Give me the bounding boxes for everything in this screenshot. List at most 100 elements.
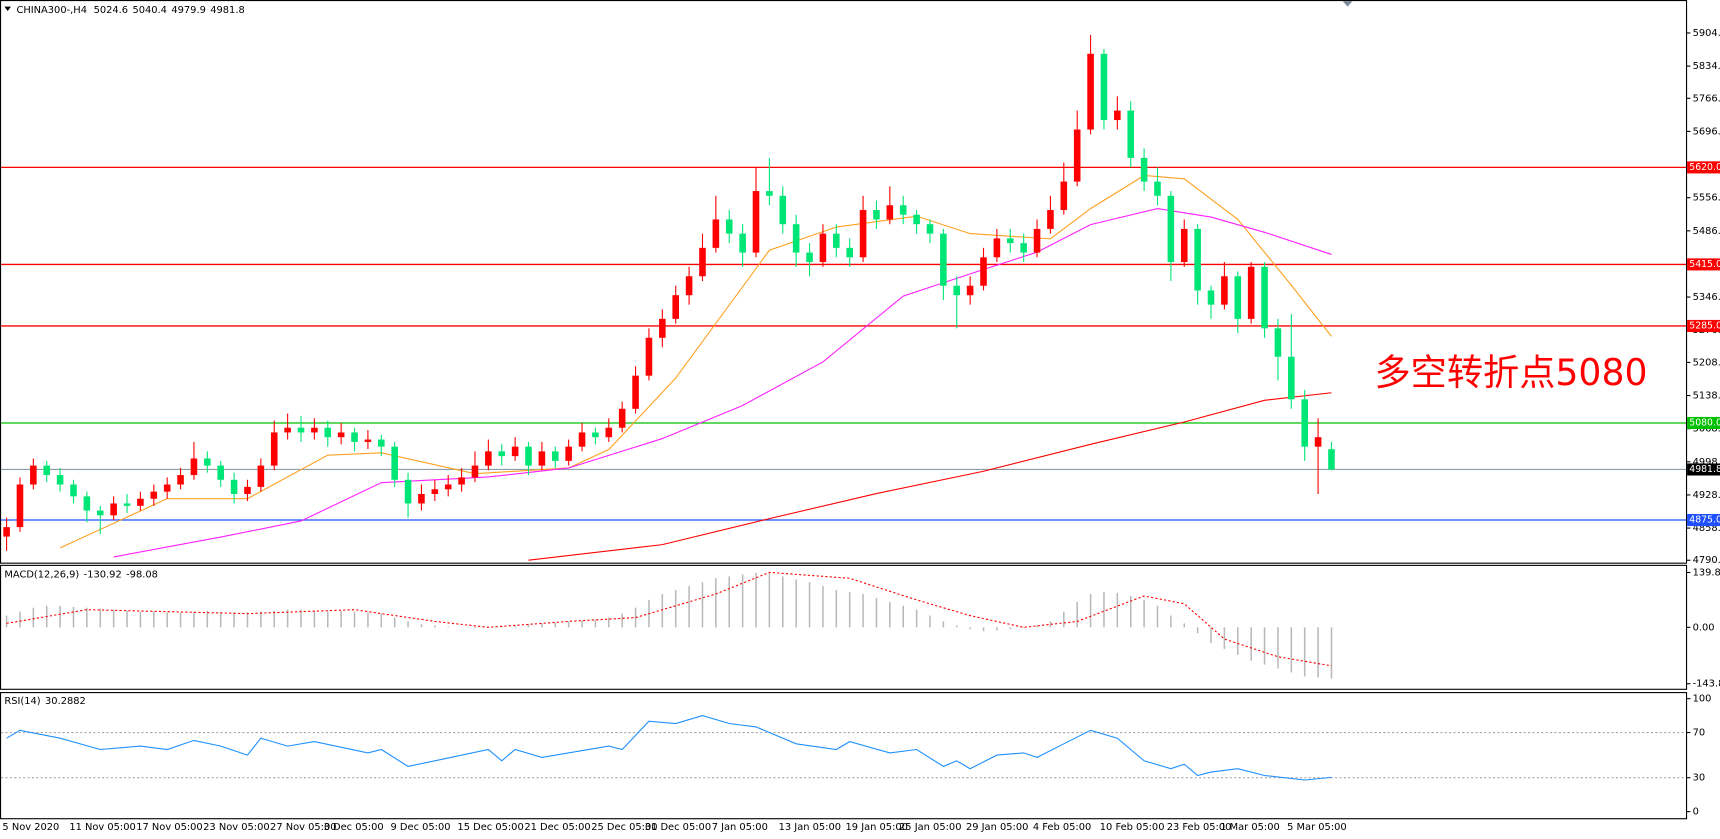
candle-body xyxy=(1314,437,1322,447)
y-tick-label: 0 xyxy=(1693,807,1699,818)
candle-body xyxy=(538,451,546,466)
y-tick-label: 5556.0 xyxy=(1693,193,1720,204)
x-tick-label: 1 Mar 05:00 xyxy=(1220,822,1280,833)
candle-body xyxy=(83,496,91,511)
candle-body xyxy=(471,465,479,478)
y-tick-label: 5904.0 xyxy=(1693,28,1720,39)
candle-body xyxy=(337,432,345,438)
shift-marker xyxy=(1342,1,1353,7)
x-tick-label: 31 Dec 05:00 xyxy=(645,822,711,833)
macd-header: MACD(12,26,9) -130.92 -98.08 xyxy=(4,570,158,581)
y-tick-label: 0.00 xyxy=(1693,622,1715,633)
candle-body xyxy=(1047,209,1054,229)
candle-body xyxy=(1328,449,1335,470)
candle-body xyxy=(1247,266,1255,319)
x-tick-label: 7 Jan 05:00 xyxy=(712,822,768,833)
level-label-box xyxy=(1687,416,1720,430)
y-tick-label: 5346.0 xyxy=(1693,292,1720,303)
candle-body xyxy=(966,285,974,296)
y-tick-label: 4790.0 xyxy=(1693,555,1720,566)
candle-body xyxy=(485,451,492,466)
candle-body xyxy=(364,439,372,442)
x-tick-label: 11 Nov 05:00 xyxy=(69,822,135,833)
candle-body xyxy=(404,479,412,504)
candle-body xyxy=(739,233,746,253)
level-label-box xyxy=(1687,513,1720,527)
candle-body xyxy=(1167,195,1175,263)
candle-body xyxy=(886,205,894,220)
candle-body xyxy=(953,285,961,296)
x-tick-label: 5 Mar 05:00 xyxy=(1287,822,1347,833)
candle-body xyxy=(913,214,920,225)
open: 5024.6 xyxy=(94,5,129,16)
macd-title: MACD(12,26,9) xyxy=(4,570,79,581)
main-header: CHINA300-,H4 5024.6 5040.4 4979.9 4981.8 xyxy=(16,5,244,16)
moving-average xyxy=(528,392,1332,561)
x-tick-label: 21 Dec 05:00 xyxy=(524,822,590,833)
candle-body xyxy=(123,503,131,506)
y-tick-label: 5696.0 xyxy=(1693,126,1720,137)
rsi-panel xyxy=(0,692,1688,820)
candle-body xyxy=(177,475,184,485)
y-tick-label: 4858.0 xyxy=(1693,523,1720,534)
candle-body xyxy=(1114,110,1121,121)
candle-body xyxy=(926,224,934,234)
rsi-header: RSI(14) 30.2882 xyxy=(4,696,85,707)
level-label: 5415.0 xyxy=(1689,259,1720,270)
candle-body xyxy=(311,427,318,433)
menu-arrow[interactable] xyxy=(4,6,11,11)
candle-body xyxy=(659,318,666,338)
candle-body xyxy=(96,510,104,516)
y-tick-label: 4998.0 xyxy=(1693,457,1720,468)
y-tick-label: 5766.0 xyxy=(1693,93,1720,104)
current-price-box xyxy=(1687,463,1720,476)
y-tick-label: 5208.0 xyxy=(1693,357,1720,368)
moving-average xyxy=(113,208,1332,558)
candle-body xyxy=(204,458,211,466)
x-tick-label: 25 Dec 05:00 xyxy=(591,822,657,833)
candle-body xyxy=(1221,276,1228,305)
candle-body xyxy=(324,427,332,438)
candle-body xyxy=(1073,129,1081,182)
y-tick-label: 5138.0 xyxy=(1693,391,1720,402)
x-tick-label: 5 Nov 2020 xyxy=(2,822,59,833)
candle-body xyxy=(150,491,158,499)
candle-body xyxy=(632,375,639,409)
candle-body xyxy=(284,427,291,433)
candle-body xyxy=(16,484,24,528)
candle-body xyxy=(859,209,867,258)
candle-body xyxy=(1207,290,1215,305)
candle-body xyxy=(56,475,64,485)
candle-body xyxy=(1060,181,1068,210)
candle-body xyxy=(163,484,171,492)
symbol: CHINA300-,H4 xyxy=(16,5,87,16)
high: 5040.4 xyxy=(132,5,167,16)
y-tick-label: 4928.0 xyxy=(1693,490,1720,501)
x-tick-label: 10 Feb 05:00 xyxy=(1100,822,1165,833)
moving-average xyxy=(59,174,1332,549)
candle-body xyxy=(806,252,813,263)
candle-body xyxy=(833,233,840,248)
candle-body xyxy=(1087,53,1094,130)
candle-body xyxy=(578,432,586,447)
candle-body xyxy=(378,439,385,447)
rsi-line xyxy=(6,715,1332,781)
candle-body xyxy=(551,451,559,461)
x-tick-label: 27 Nov 05:00 xyxy=(270,822,336,833)
level-label: 5285.0 xyxy=(1689,320,1720,331)
candle-body xyxy=(1140,157,1148,182)
candle-body xyxy=(30,465,37,485)
candle-body xyxy=(3,527,10,537)
x-tick-label: 4 Feb 05:00 xyxy=(1033,822,1091,833)
macd-value: -130.92 xyxy=(84,570,122,581)
candle-body xyxy=(725,219,733,234)
x-tick-label: 19 Jan 05:00 xyxy=(846,822,908,833)
candle-body xyxy=(873,209,880,220)
candle-body xyxy=(1180,228,1188,263)
candle-body xyxy=(511,446,519,457)
candle-body xyxy=(980,257,987,286)
current-price-label: 4981.8 xyxy=(1689,464,1720,475)
